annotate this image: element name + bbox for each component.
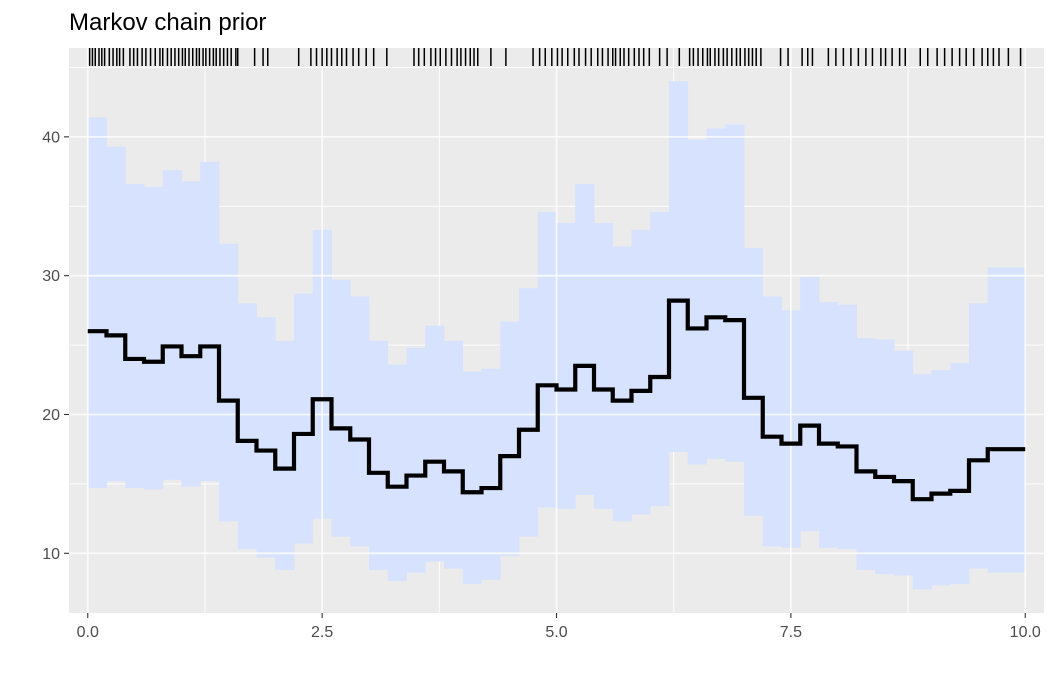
x-tick-label: 0.0: [77, 624, 99, 641]
band-bin: [744, 247, 764, 516]
band-bin: [481, 368, 501, 580]
band-bin: [275, 340, 295, 570]
band-bin: [350, 296, 370, 547]
band-bin: [106, 146, 126, 482]
band-bin: [462, 371, 482, 584]
band-bin: [387, 364, 407, 582]
y-tick-label: 30: [42, 268, 60, 285]
band-bin: [819, 302, 839, 548]
x-axis: 0.0 2.5 5.0 7.5 10.0: [77, 613, 1041, 641]
y-tick-label: 20: [42, 407, 60, 424]
band-bin: [687, 139, 707, 465]
band-bin: [125, 184, 145, 489]
band-bin: [294, 293, 314, 544]
band-bin: [87, 117, 107, 489]
band-bin: [444, 340, 464, 569]
band-bin: [406, 347, 426, 573]
band-bin: [650, 211, 670, 507]
band-bin: [800, 277, 820, 532]
band-bin: [237, 303, 257, 550]
band-bin: [594, 222, 614, 509]
chart-title: Markov chain prior: [69, 9, 266, 36]
band-bin: [875, 339, 895, 575]
band-bin: [706, 128, 726, 459]
y-axis: 10 20 30 40: [42, 129, 69, 563]
band-bin: [200, 161, 220, 482]
x-tick-label: 5.0: [545, 624, 567, 641]
band-bin: [256, 317, 276, 558]
band-bin: [931, 370, 951, 586]
x-tick-label: 2.5: [311, 624, 333, 641]
band-bin: [725, 124, 745, 462]
band-bin: [369, 340, 389, 570]
band-bin: [631, 229, 651, 515]
band-bin: [500, 321, 520, 557]
band-bin: [912, 374, 932, 590]
band-bin: [837, 304, 857, 550]
band-bin: [331, 279, 351, 537]
band-bin: [537, 211, 557, 508]
band-bin: [556, 222, 576, 509]
band-bin: [1006, 267, 1026, 573]
band-bin: [950, 363, 970, 584]
band-bin: [612, 246, 632, 522]
band-bin: [425, 325, 445, 562]
band-bin: [181, 181, 201, 487]
band-bin: [762, 296, 782, 547]
band-bin: [669, 81, 689, 452]
credible-band: [87, 81, 1026, 590]
band-bin: [219, 243, 239, 522]
y-tick-label: 10: [42, 546, 60, 563]
band-bin: [144, 186, 164, 490]
median-step-line: [87, 298, 1026, 502]
band-bin: [575, 184, 595, 496]
rug-marks: [88, 48, 1022, 66]
band-bin: [987, 267, 1007, 573]
band-bin: [519, 288, 539, 537]
y-tick-label: 40: [42, 129, 60, 146]
band-bin: [162, 170, 182, 480]
x-tick-label: 7.5: [780, 624, 802, 641]
band-bin: [969, 303, 989, 569]
band-bin: [856, 338, 876, 570]
band-bin: [894, 350, 914, 576]
median-line: [87, 298, 1026, 502]
x-tick-label: 10.0: [1010, 624, 1041, 641]
